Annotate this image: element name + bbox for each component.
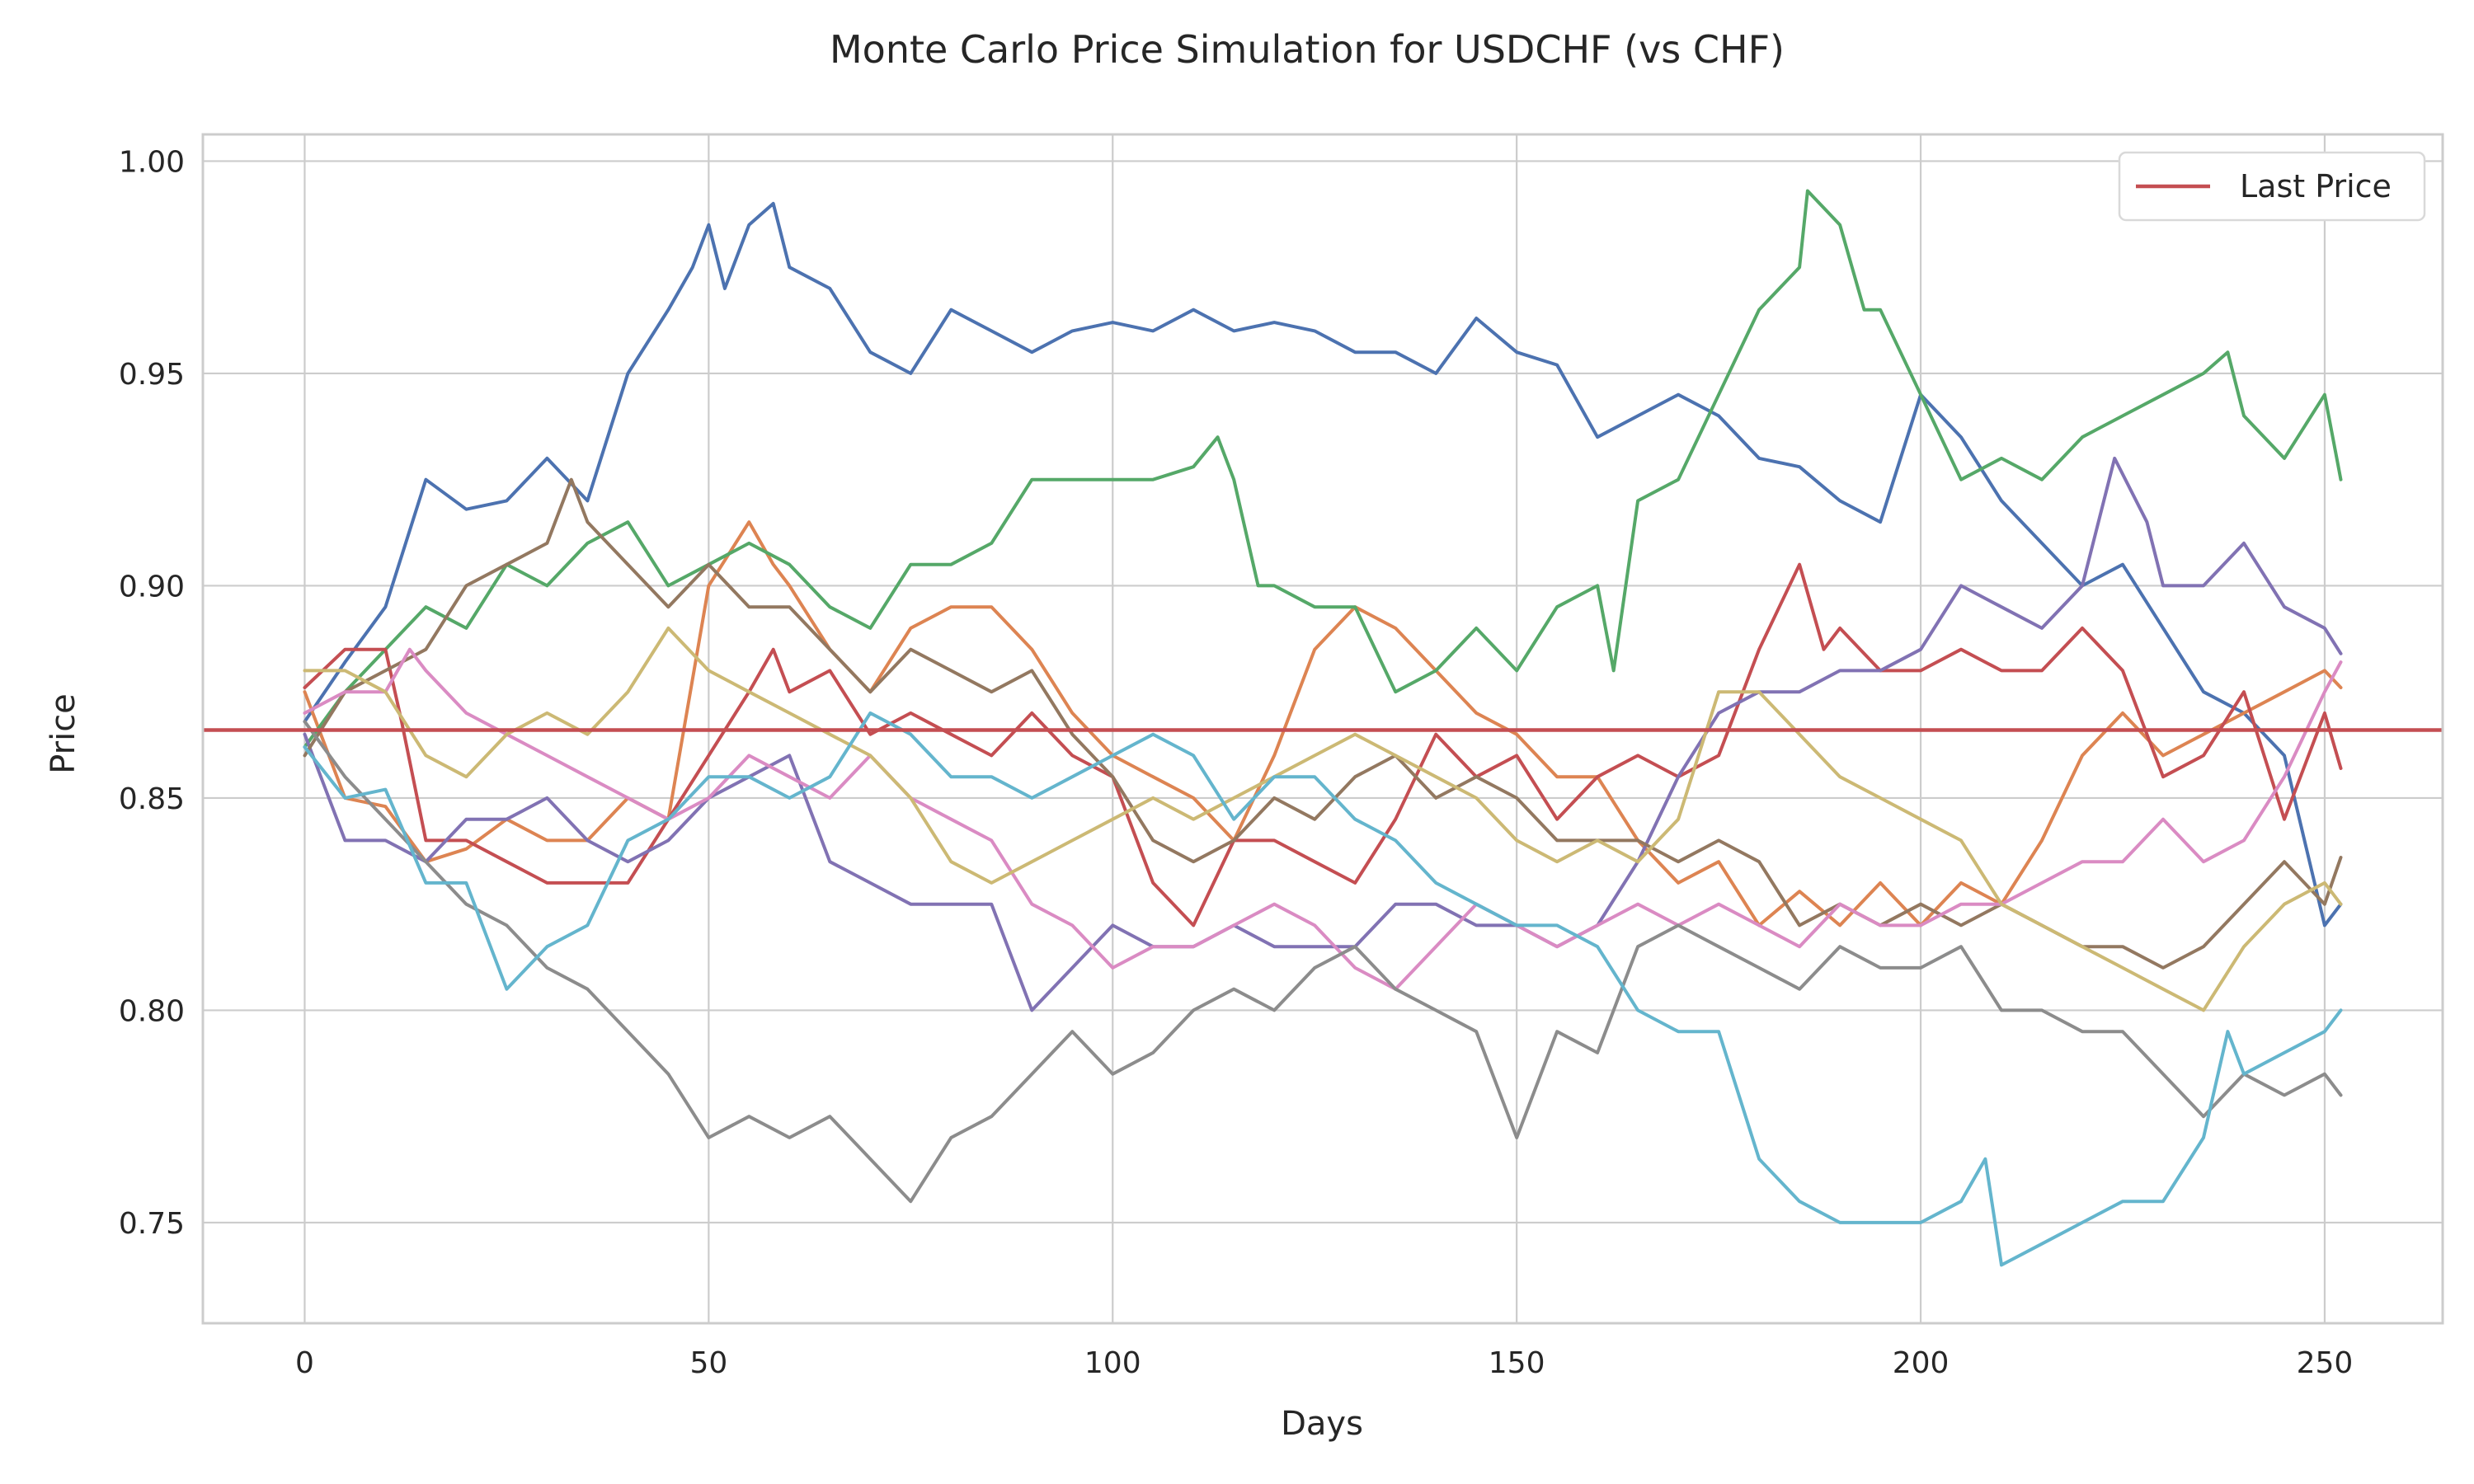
simulation-path-9 (303, 626, 2343, 1012)
y-axis-label: Price (45, 693, 82, 774)
y-tick-label: 1.00 (119, 145, 185, 179)
simulation-path-8 (303, 720, 2343, 1204)
plot-frame (201, 133, 2444, 1325)
y-tick-label: 0.80 (119, 994, 185, 1028)
legend: Last Price (2118, 151, 2426, 222)
simulation-path-7 (303, 647, 2343, 991)
simulation-path-4 (303, 562, 2343, 928)
simulation-path-5 (303, 456, 2343, 1012)
y-tick-label: 0.85 (119, 782, 185, 816)
y-axis-ticks: 0.75 0.80 0.85 0.90 0.95 1.00 (119, 145, 185, 1241)
y-tick-label: 0.90 (119, 570, 185, 603)
x-tick-label: 150 (1489, 1346, 1545, 1380)
legend-label-last-price: Last Price (2240, 168, 2392, 204)
x-axis-ticks: 0 50 100 150 200 250 (295, 1346, 2353, 1380)
x-tick-label: 50 (689, 1346, 727, 1380)
x-tick-label: 250 (2297, 1346, 2354, 1380)
chart-title: Monte Carlo Price Simulation for USDCHF … (830, 27, 1785, 72)
simulation-path-3 (303, 189, 2343, 749)
y-tick-label: 0.75 (119, 1207, 185, 1241)
simulation-path-1 (303, 201, 2343, 928)
x-axis-label: Days (1281, 1405, 1363, 1443)
series-layer (303, 189, 2343, 1267)
simulation-path-10 (303, 711, 2343, 1267)
x-tick-label: 200 (1893, 1346, 1950, 1380)
x-tick-label: 0 (295, 1346, 314, 1380)
simulation-path-6 (303, 477, 2343, 970)
x-tick-label: 100 (1084, 1346, 1141, 1380)
legend-box (2118, 151, 2426, 222)
y-tick-label: 0.95 (119, 358, 185, 392)
